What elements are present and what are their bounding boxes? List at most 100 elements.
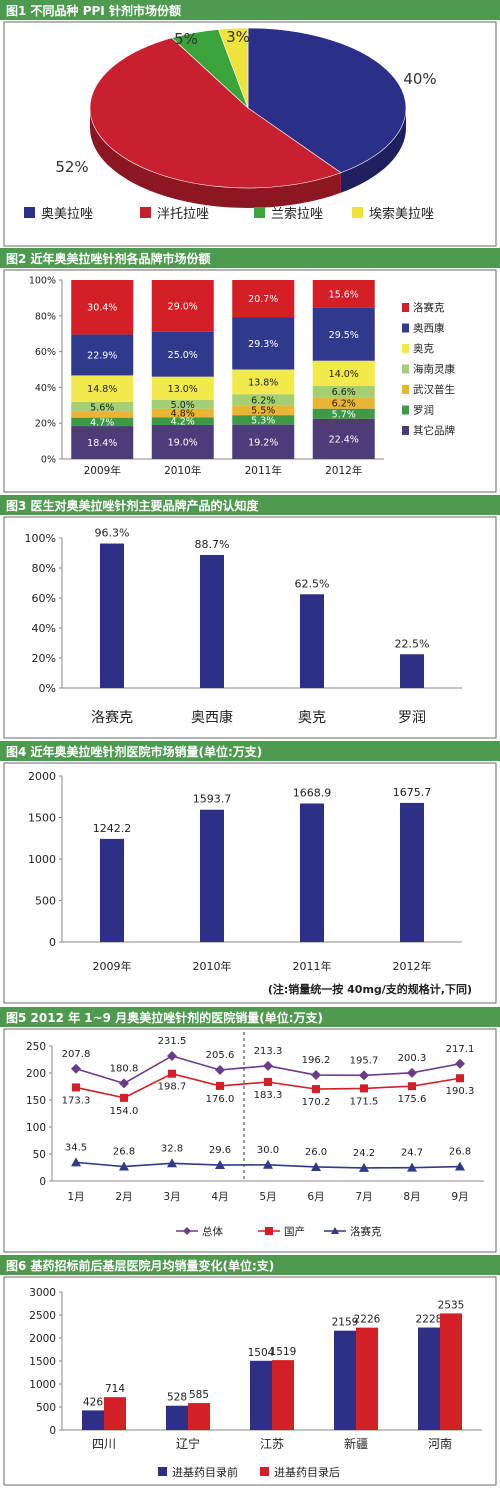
- point-label: 195.7: [350, 1055, 379, 1066]
- legend-swatch: [260, 1467, 269, 1476]
- point-marker: [408, 1082, 416, 1091]
- x-tick-label: 洛赛克: [91, 710, 133, 726]
- legend-marker: [331, 1227, 339, 1234]
- point-marker: [167, 1158, 177, 1168]
- bar-data-label: 5.7%: [332, 409, 356, 420]
- bar-segment-奥克: [151, 376, 214, 400]
- bar-data-label: 6.6%: [332, 387, 356, 398]
- bar-segment-武汉普生: [232, 405, 295, 416]
- panel-header-bar: [0, 495, 500, 515]
- legend-label: 罗润: [413, 404, 434, 417]
- y-tick-label: 40%: [32, 622, 56, 635]
- bar: [400, 654, 424, 688]
- point-label: 198.7: [158, 1082, 187, 1093]
- point-label: 26.8: [449, 1147, 471, 1158]
- y-tick-label: 20%: [32, 652, 56, 665]
- y-tick-label: 40%: [35, 383, 56, 394]
- y-tick-label: 2000: [29, 1333, 56, 1345]
- bar-segment-洛赛克: [151, 280, 214, 332]
- legend-label: 洛赛克: [413, 301, 445, 314]
- x-tick-label: 四川: [92, 1437, 116, 1451]
- y-tick-label: 20%: [35, 419, 56, 430]
- bar-进基药目录前: [418, 1327, 440, 1430]
- point-marker: [407, 1067, 417, 1078]
- bar-data-label: 13.8%: [248, 377, 278, 388]
- bar-data-label: 15.6%: [329, 289, 359, 300]
- x-tick-label: 2011年: [293, 959, 332, 973]
- point-label: 196.2: [302, 1055, 331, 1066]
- legend-label: 进基药目录前: [172, 1465, 238, 1479]
- bar-进基药目录后: [272, 1360, 294, 1430]
- point-label: 171.5: [350, 1096, 379, 1107]
- bar-segment-其它品牌: [151, 424, 214, 459]
- bar: [200, 809, 224, 942]
- panel-fig5: 图5 2012 年 1~9 月奥美拉唑针剂的医院销量(单位:万支): [0, 1007, 500, 1253]
- legend-swatch: [402, 323, 409, 333]
- legend-label: 进基药目录后: [274, 1466, 340, 1479]
- bar-进基药目录后: [356, 1327, 378, 1430]
- bar-进基药目录前: [166, 1405, 188, 1430]
- point-label: 170.2: [302, 1097, 331, 1108]
- bar-data-label: 5.0%: [171, 400, 195, 411]
- bar-segment-海南灵康: [71, 401, 134, 412]
- bar-segment-罗润: [151, 417, 214, 425]
- point-marker: [264, 1078, 272, 1087]
- bar-segment-奥克: [312, 360, 375, 386]
- point-label: 200.3: [398, 1053, 427, 1064]
- point-marker: [359, 1070, 369, 1081]
- bar: [200, 554, 224, 688]
- legend-label: 奥西康: [413, 322, 445, 335]
- bar-data-label: 5.6%: [90, 402, 114, 413]
- bar-data-label: 5.5%: [251, 406, 275, 417]
- pie-slice-泮托拉唑: [89, 37, 342, 189]
- pie-chart: 40% 52% 5% 3% 奥美拉唑 泮托拉唑 兰索拉唑 埃索美拉唑: [24, 27, 437, 222]
- x-tick-label: 2010年: [164, 464, 201, 477]
- legend-label: 泮托拉唑: [157, 206, 209, 222]
- point-label: 213.3: [254, 1046, 283, 1057]
- point-marker: [263, 1060, 273, 1071]
- x-tick-label: 8月: [403, 1191, 420, 1203]
- point-label: 29.6: [209, 1145, 231, 1156]
- bar-segment-武汉普生: [312, 397, 375, 409]
- bar-进基药目录后: [188, 1403, 210, 1430]
- y-tick-label: 1000: [29, 1379, 56, 1391]
- bar: [300, 803, 324, 942]
- bar-value-label: 2226: [354, 1314, 381, 1326]
- pie-side-泮托拉唑: [89, 108, 341, 208]
- y-tick-label: 2000: [28, 770, 56, 783]
- panel-header-bar: [0, 1255, 500, 1275]
- bar: [100, 543, 124, 688]
- bar-segment-其它品牌: [71, 426, 134, 459]
- x-tick-label: 2009年: [93, 959, 132, 973]
- bar-chart-fig3: 0% 20% 40% 60% 80% 100% 96.3% 洛赛克 88.7% 奥西康 62.5% 奥…: [25, 527, 462, 726]
- bar-segment-武汉普生: [151, 408, 214, 418]
- y-tick-label: 150: [26, 1095, 46, 1107]
- bar-data-label: 22.4%: [329, 434, 359, 445]
- x-tick-label: 2月: [115, 1191, 132, 1203]
- panel-frame: [3, 516, 497, 739]
- bar-segment-奥西康: [312, 307, 375, 361]
- point-marker: [455, 1058, 465, 1069]
- y-tick-label: 1500: [28, 812, 56, 825]
- bar-data-label: 13.0%: [168, 384, 198, 395]
- x-tick-label: 6月: [307, 1191, 324, 1203]
- y-tick-label: 3000: [29, 1287, 56, 1299]
- panel-header-bar: [0, 0, 500, 20]
- x-tick-label: 1月: [67, 1191, 84, 1203]
- bar-data-label: 22.9%: [87, 350, 117, 361]
- point-marker: [216, 1081, 224, 1090]
- line-chart: 0 50 100 150 200 250 1月 2月 3月 4月 5月 6月 7月 8月 9月 207.8 18…: [26, 1032, 484, 1238]
- x-tick-label: 2012年: [393, 959, 432, 973]
- stacked-bar-chart: 0% 20% 40% 60% 80% 100% 18.4% 4.7% 5.6% 14.8% 22.9…: [29, 276, 456, 478]
- panel-fig3: 图3 医生对奥美拉唑针剂主要品牌产品的认知度: [0, 495, 500, 739]
- point-marker: [215, 1160, 225, 1170]
- bar: [400, 802, 424, 942]
- point-label: 154.0: [110, 1106, 139, 1117]
- bar: [300, 594, 324, 688]
- bar-data-label: 14.0%: [329, 369, 359, 380]
- legend-swatch: [24, 207, 35, 218]
- point-marker: [312, 1085, 320, 1094]
- x-tick-label: 2009年: [84, 464, 121, 477]
- y-tick-label: 100%: [25, 532, 56, 545]
- bar-segment-洛赛克: [232, 280, 295, 318]
